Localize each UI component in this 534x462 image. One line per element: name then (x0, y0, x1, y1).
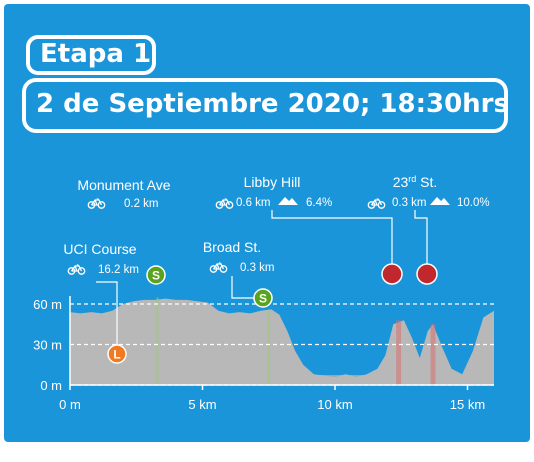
stage-title: Etapa 1 (40, 39, 152, 69)
leader-lines (96, 210, 428, 346)
bike-icon (209, 261, 228, 273)
bike-icon (215, 197, 234, 209)
marker-climb (416, 263, 438, 285)
y-tick-label: 0 m (40, 378, 62, 393)
x-tick-label: 5 km (188, 397, 216, 412)
leader-line (96, 281, 118, 346)
bike-icon (367, 197, 386, 209)
markers: L S S (107, 263, 438, 364)
leader-line (271, 210, 393, 264)
marker-labels: UCI Course 16.2 km Monument Ave 0.2 km Broad… (63, 174, 489, 276)
elevation-profile-area (70, 298, 494, 385)
marker-symbol: S (152, 269, 160, 283)
tick-labels: 0 m 30 m 60 m 0 m 5 km 10 km 15 km (33, 297, 485, 412)
stage-date-box (22, 78, 508, 133)
marker-name: Libby Hill (244, 174, 301, 190)
marker-name: 23rd St. (393, 174, 438, 190)
marker-start (107, 344, 127, 364)
marker-gradient: 10.0% (457, 197, 490, 209)
leader-line (414, 210, 428, 264)
marker-distance: 0.6 km (236, 197, 271, 209)
stage-date: 2 de Septiembre 2020; 18:30hrs (36, 89, 509, 119)
marker-name: Broad St. (203, 239, 261, 255)
x-tick-label: 10 km (317, 397, 352, 412)
marker-name: UCI Course (63, 241, 136, 257)
y-tick-label: 30 m (33, 338, 62, 353)
bike-icon (87, 197, 106, 209)
mountain-icon (430, 197, 450, 205)
marker-distance: 16.2 km (98, 264, 139, 276)
x-tick-label: 15 km (450, 397, 485, 412)
marker-name: Monument Ave (77, 177, 170, 193)
marker-distance: 0.3 km (240, 262, 275, 274)
marker-gradient: 6.4% (306, 197, 332, 209)
marker-distance: 0.3 km (392, 197, 427, 209)
bike-icon (67, 263, 86, 275)
y-tick-label: 60 m (33, 297, 62, 312)
marker-lines (156, 297, 436, 385)
axes (69, 296, 494, 390)
mountain-icon (278, 197, 298, 205)
marker-name-tail: St. (416, 174, 437, 190)
marker-distance: 0.2 km (124, 198, 159, 210)
x-tick-label: 0 m (59, 397, 81, 412)
stage-title-box (26, 35, 156, 75)
marker-climb (381, 263, 403, 285)
marker-sprint (146, 265, 166, 285)
marker-sprint (253, 288, 273, 308)
marker-name-sup: rd (408, 174, 416, 184)
leader-line (231, 276, 254, 299)
marker-symbol: S (259, 292, 267, 306)
marker-symbol: L (113, 348, 120, 362)
